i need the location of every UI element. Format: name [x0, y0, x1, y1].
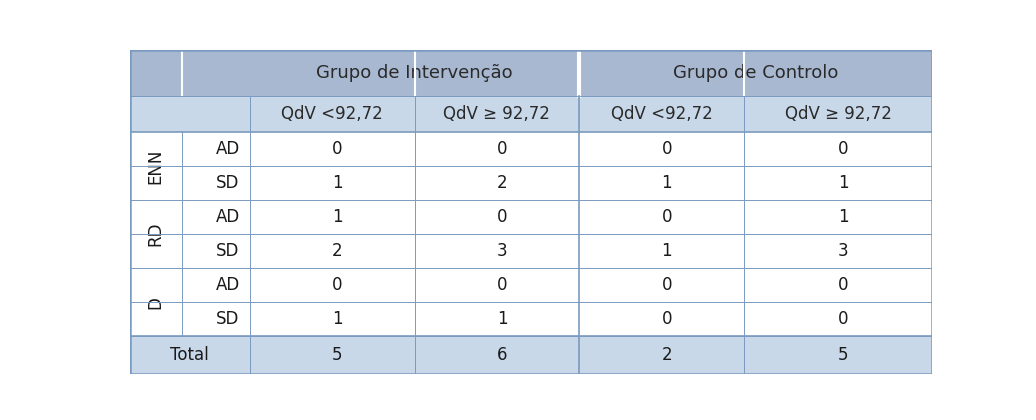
Text: 1: 1 — [333, 208, 343, 226]
Text: 2: 2 — [333, 242, 343, 260]
Bar — [130, 132, 932, 166]
Text: 2: 2 — [661, 346, 672, 364]
Text: 0: 0 — [497, 276, 508, 294]
Text: 1: 1 — [661, 174, 672, 192]
Text: QdV ≥ 92,72: QdV ≥ 92,72 — [443, 105, 550, 123]
Text: 5: 5 — [838, 346, 848, 364]
Bar — [130, 50, 250, 96]
Text: 0: 0 — [838, 310, 848, 328]
Text: 1: 1 — [333, 310, 343, 328]
Bar — [130, 302, 932, 336]
Text: Grupo de Intervenção: Grupo de Intervenção — [316, 64, 513, 82]
Bar — [414, 96, 579, 132]
Text: 2: 2 — [497, 174, 508, 192]
Text: SD: SD — [215, 242, 239, 260]
Text: QdV <92,72: QdV <92,72 — [610, 105, 713, 123]
Text: Total: Total — [170, 346, 209, 364]
Text: SD: SD — [215, 174, 239, 192]
Text: 0: 0 — [838, 276, 848, 294]
Text: ENN: ENN — [147, 148, 165, 184]
Text: 1: 1 — [497, 310, 508, 328]
Text: 0: 0 — [661, 208, 672, 226]
Text: 0: 0 — [661, 310, 672, 328]
Bar — [579, 96, 744, 132]
Bar — [130, 336, 932, 374]
Bar — [250, 96, 414, 132]
Text: SD: SD — [215, 310, 239, 328]
Text: AD: AD — [215, 276, 240, 294]
Bar — [130, 200, 932, 234]
Text: 6: 6 — [497, 346, 508, 364]
Bar — [130, 166, 932, 200]
Text: D: D — [147, 296, 165, 309]
Text: 0: 0 — [661, 276, 672, 294]
Text: 0: 0 — [838, 140, 848, 158]
Bar — [130, 268, 181, 336]
Text: 1: 1 — [838, 208, 848, 226]
Text: AD: AD — [215, 140, 240, 158]
Bar — [579, 50, 932, 96]
Text: 0: 0 — [333, 276, 343, 294]
Bar — [130, 96, 250, 132]
Text: 1: 1 — [838, 174, 848, 192]
Text: AD: AD — [215, 208, 240, 226]
Text: Grupo de Controlo: Grupo de Controlo — [673, 64, 838, 82]
Text: QdV ≥ 92,72: QdV ≥ 92,72 — [784, 105, 892, 123]
Bar — [130, 234, 932, 268]
Bar — [250, 50, 579, 96]
Text: 0: 0 — [497, 208, 508, 226]
Bar — [744, 96, 932, 132]
Text: RD: RD — [147, 222, 165, 247]
Bar — [130, 268, 932, 302]
Text: QdV <92,72: QdV <92,72 — [282, 105, 383, 123]
Text: 3: 3 — [838, 242, 848, 260]
Text: 3: 3 — [497, 242, 508, 260]
Text: 1: 1 — [661, 242, 672, 260]
Text: 0: 0 — [497, 140, 508, 158]
Text: 0: 0 — [661, 140, 672, 158]
Bar — [130, 200, 181, 268]
Text: 1: 1 — [333, 174, 343, 192]
Text: 0: 0 — [333, 140, 343, 158]
Text: 5: 5 — [333, 346, 343, 364]
Bar — [130, 132, 181, 200]
